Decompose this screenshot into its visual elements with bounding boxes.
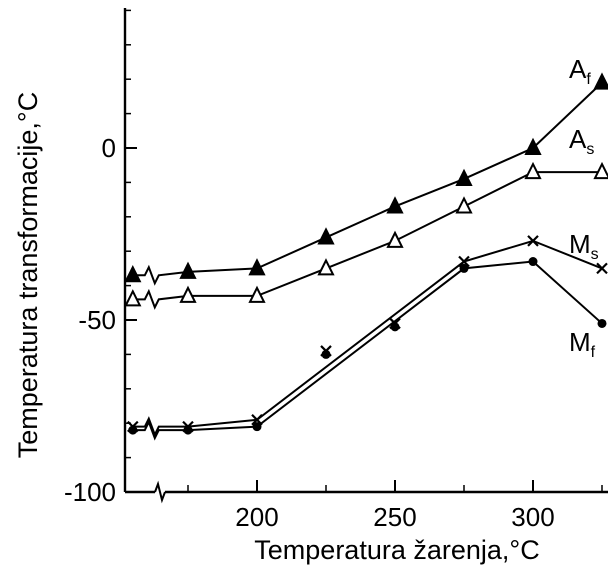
data-point-as [524,161,542,180]
y-tick-label: -100 [64,477,116,507]
series-label-as: As [569,124,594,158]
data-point-af [593,72,608,90]
data-point-af [317,227,335,245]
series-label-mf-main: M [569,327,591,357]
series-label-as-main: A [569,124,587,154]
data-point-af [455,168,473,186]
x-tick-label: 200 [235,502,278,532]
series-label-ms: Ms [569,229,599,263]
data-point-as [124,289,142,307]
data-point-mf [252,422,262,432]
x-axis-title: Temperatura žarenja,°C [254,535,539,565]
series-lines [132,81,603,441]
data-point-ms [596,262,608,275]
x-tick-label: 250 [373,502,416,532]
data-point-af [248,258,266,276]
data-point-as [455,196,473,214]
series-label-af: Af [569,54,591,88]
data-point-af [386,196,404,214]
y-ticks: 0 -50 -100 [64,9,137,507]
data-point-as [248,285,266,303]
y-tick-label: 0 [102,133,116,163]
data-point-af [124,265,142,283]
series-line-af [132,81,603,286]
data-point-as [317,258,335,276]
data-point-ms [527,235,539,247]
svg-text:Ms: Ms [569,229,599,263]
y-tick-label: -50 [78,305,116,335]
data-point-mf [528,257,538,267]
svg-text:Mf: Mf [569,327,596,361]
data-point-mf [183,425,193,435]
svg-text:As: As [569,124,594,158]
series-label-as-sub: s [586,141,594,158]
data-point-scatter [390,322,400,332]
data-point-ms [251,413,263,426]
series-label-ms-main: M [569,229,591,259]
series-line-ms [132,239,603,438]
data-point-scatter [321,349,331,359]
data-point-mf [128,425,138,435]
series-label-af-main: A [569,54,587,84]
x-ticks: 200 250 300 [187,480,603,532]
x-axis-break-mark [154,480,166,504]
series-label-mf-sub: f [591,344,596,361]
y-axis-title: Temperatura transformacije,°C [13,92,43,458]
data-point-as [179,285,197,303]
data-point-ms [458,255,470,268]
series-label-mf: Mf [569,327,596,361]
data-point-mf [459,263,469,273]
series-label-ms-sub: s [591,246,599,263]
series-line-mf [132,260,603,441]
series-markers [124,72,608,435]
series-label-af-sub: f [586,71,591,88]
data-point-as [593,161,608,180]
x-tick-label: 300 [511,502,554,532]
data-point-af [524,137,542,155]
svg-text:Af: Af [569,54,591,88]
data-point-mf [597,318,607,328]
data-point-as [386,230,404,248]
data-point-af [179,261,197,279]
series-line-as [132,171,602,310]
